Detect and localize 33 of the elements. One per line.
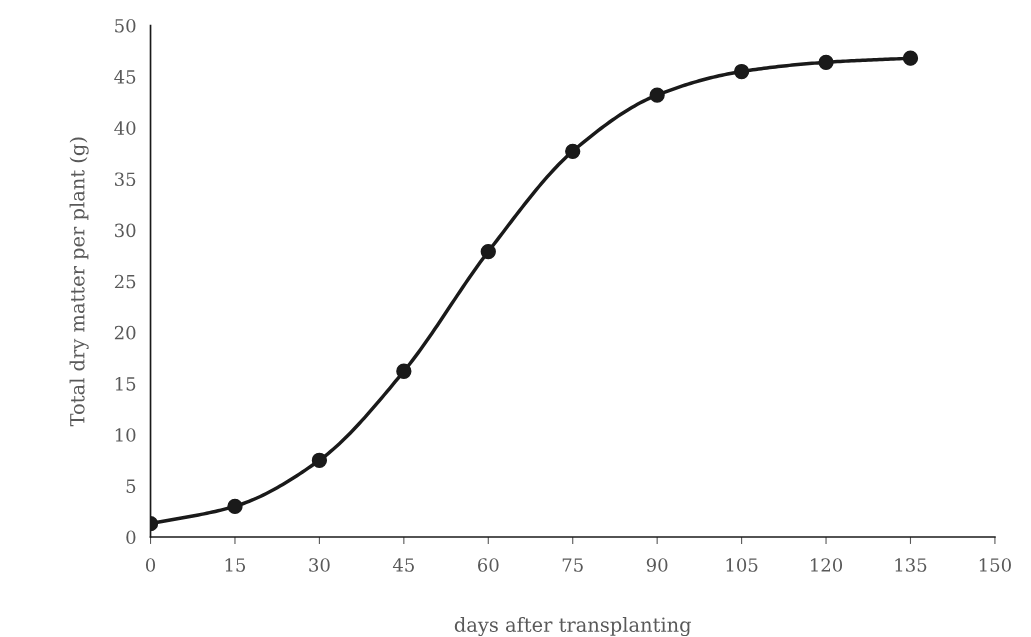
x-tick-label: 45	[392, 558, 414, 572]
y-axis-title: Total dry matter per plant (g)	[69, 137, 89, 427]
point	[902, 50, 919, 66]
y-tick-label: 5	[126, 479, 136, 493]
point	[480, 243, 496, 260]
y-tick-label: 0	[126, 530, 136, 545]
y-tick-label: 10	[115, 428, 136, 442]
y-tick-label: 20	[114, 325, 136, 340]
x-tick-label: 75	[562, 558, 583, 572]
y-tick-label: 15	[115, 377, 136, 391]
y-tick-label: 50	[115, 18, 136, 33]
y-tick-label: 40	[114, 121, 136, 135]
point	[818, 54, 834, 70]
x-tick-label: 30	[309, 558, 330, 572]
x-tick-label: 105	[726, 558, 758, 572]
point	[733, 63, 750, 80]
x-axis-title: days after transplanting	[454, 616, 692, 637]
point	[649, 87, 665, 103]
x-tick-label: 120	[811, 558, 843, 572]
x-tick-label: 150	[979, 558, 1011, 572]
y-tick-label: 45	[114, 70, 136, 84]
point	[311, 452, 328, 468]
x-tick-label: 0	[145, 558, 156, 572]
y-tick-label: 30	[115, 223, 136, 238]
point	[396, 363, 412, 379]
x-tick-label: 15	[225, 558, 246, 572]
y-tick-label: 25	[114, 274, 136, 289]
y-tick-label: 35	[115, 172, 136, 187]
x-tick-label: 135	[895, 558, 927, 572]
point	[227, 498, 243, 514]
point	[565, 143, 581, 159]
x-tick-label: 90	[646, 558, 668, 572]
x-tick-label: 60	[478, 558, 499, 572]
